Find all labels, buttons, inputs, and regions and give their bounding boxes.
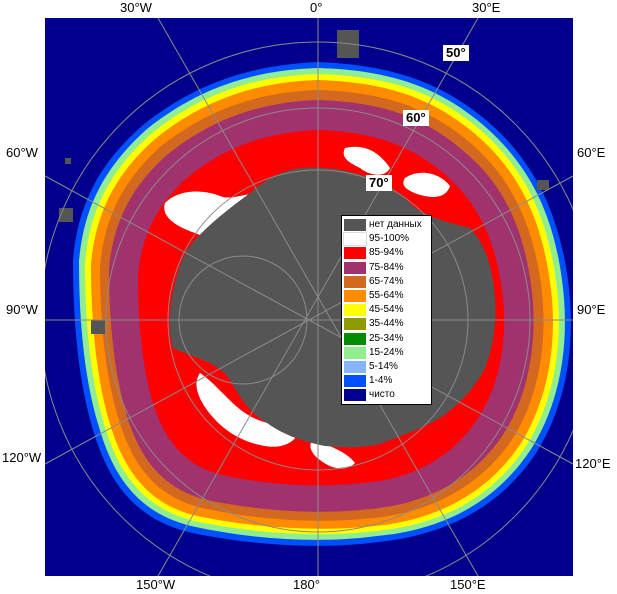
lon-label-150w: 150°W (136, 577, 176, 592)
lon-label-180: 180° (293, 577, 320, 592)
legend-swatch (344, 275, 366, 288)
legend-label: 95-100% (369, 233, 410, 245)
lat-label-60: 60° (403, 110, 429, 126)
legend-swatch (344, 346, 366, 359)
legend-label: 75-84% (369, 261, 404, 273)
legend-label: 1-4% (369, 375, 393, 387)
lon-label-120e: 120°E (575, 456, 611, 471)
concentration-legend: нет данных 95-100% 85-94% 75-84% 65-74% 55-64… (341, 215, 432, 405)
sea-ice-map-canvas (45, 18, 573, 576)
lon-label-60e: 60°E (577, 145, 606, 160)
legend-swatch (344, 375, 366, 388)
legend-swatch (344, 389, 366, 402)
lon-label-120w: 120°W (2, 450, 42, 465)
lon-label-90e: 90°E (577, 302, 606, 317)
lon-label-30e: 30°E (472, 0, 501, 15)
legend-swatch (344, 318, 366, 331)
legend-swatch (344, 247, 366, 260)
legend-label: чисто (369, 389, 395, 401)
legend-swatch (344, 290, 366, 302)
legend-label: 85-94% (369, 247, 404, 259)
legend-swatch (344, 261, 366, 274)
legend-label: 15-24% (369, 346, 404, 358)
legend-label: 25-34% (369, 332, 404, 344)
legend-swatch (344, 332, 366, 345)
lat-label-50: 50° (443, 45, 469, 61)
legend-swatch (344, 219, 366, 231)
legend-label: 35-44% (369, 318, 404, 330)
legend-label: 5-14% (369, 361, 398, 372)
lon-label-0: 0° (310, 0, 323, 15)
graticule (45, 18, 573, 576)
legend-label: нет данных (369, 219, 422, 230)
legend-label: 55-64% (369, 290, 404, 301)
lon-label-90w: 90°W (6, 302, 38, 317)
lon-label-60w: 60°W (6, 145, 38, 160)
legend-swatch (344, 361, 366, 373)
legend-swatch (344, 304, 366, 317)
lon-label-30w: 30°W (120, 0, 152, 15)
meridian-60e (45, 175, 573, 465)
legend-swatch (343, 232, 367, 247)
lat-label-70: 70° (366, 175, 392, 191)
legend-label: 45-54% (369, 304, 404, 316)
legend-label: 65-74% (369, 275, 404, 287)
sea-ice-map (45, 18, 573, 576)
lon-label-150e: 150°E (450, 577, 486, 592)
